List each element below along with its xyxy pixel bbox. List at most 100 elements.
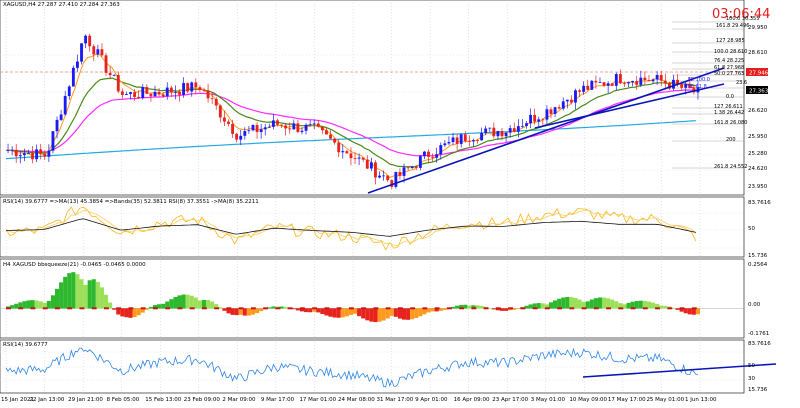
- x-tick-label: 2 Mar 09:00: [222, 397, 256, 403]
- bbsqueeze-bar: [173, 297, 177, 309]
- squeeze-dot: [18, 307, 23, 309]
- bbsqueeze-bar: [67, 273, 71, 308]
- candle-body: [178, 92, 181, 95]
- candle-body: [325, 130, 328, 134]
- candle-body: [476, 140, 479, 141]
- candle-body: [15, 150, 18, 156]
- bbsqueeze-bar: [177, 295, 181, 308]
- bbsqueeze-bar: [341, 308, 345, 317]
- squeeze-dot: [177, 307, 182, 309]
- candle-body: [656, 75, 659, 79]
- candle-body: [529, 115, 532, 123]
- bbsqueeze-bar: [14, 304, 18, 309]
- bbsqueeze-bar: [602, 298, 606, 309]
- candle-body: [280, 125, 283, 126]
- bbsqueeze-bar: [663, 306, 667, 309]
- bbsqueeze-bar: [235, 308, 239, 315]
- candle-body: [594, 81, 597, 83]
- candle-body: [452, 137, 455, 142]
- candle-body: [292, 123, 295, 129]
- candle-body: [639, 78, 642, 85]
- squeeze-dot: [300, 307, 305, 309]
- bbsqueeze-bar: [688, 308, 692, 314]
- rsi-tick: 30: [748, 376, 755, 382]
- bbsqueeze-bar: [598, 297, 602, 308]
- squeeze-dot: [79, 307, 84, 309]
- bbsqueeze-bar: [202, 300, 206, 309]
- candle-body: [439, 145, 442, 154]
- bbsqueeze-bar: [137, 308, 141, 315]
- squeeze-dot: [631, 307, 636, 309]
- candle-body: [513, 128, 516, 132]
- bbsqueeze-bar: [529, 304, 533, 308]
- candle-body: [11, 150, 14, 151]
- squeeze-dot: [349, 307, 354, 309]
- squeeze-dot: [410, 307, 415, 309]
- bbsqueeze-bar: [443, 308, 447, 310]
- bbsqueeze-bar: [676, 308, 680, 310]
- candle-body: [684, 84, 687, 88]
- current-price-label: 27.363: [749, 89, 769, 95]
- rsi-ma-axis: 83.7616 50 15.736: [748, 200, 771, 259]
- candle-body: [590, 81, 593, 90]
- panel-frame: [0, 0, 744, 393]
- bbsqueeze-bar: [594, 298, 598, 308]
- candle-body: [333, 139, 336, 143]
- candle-body: [545, 109, 548, 119]
- candle-body: [117, 75, 120, 91]
- candle-body: [505, 133, 508, 137]
- candle-body: [247, 130, 250, 131]
- bbsqueeze-bar: [541, 303, 545, 308]
- x-tick-label: 15 Feb 13:00: [145, 397, 182, 403]
- squeeze-dot: [337, 307, 342, 309]
- candle-body: [211, 98, 214, 99]
- candle-body: [39, 149, 42, 153]
- squeeze-dot: [496, 307, 501, 309]
- candle-body: [411, 166, 414, 168]
- candle-body: [182, 83, 185, 95]
- candle-body: [215, 99, 218, 106]
- candle-body: [492, 128, 495, 136]
- x-tick-label: 8 Feb 05:00: [107, 397, 140, 403]
- squeeze-dot: [92, 307, 97, 309]
- bbsqueeze-bar: [120, 308, 124, 316]
- bbsqueeze-bar: [194, 298, 198, 309]
- candle-body: [521, 126, 524, 127]
- squeeze-dot: [545, 307, 550, 309]
- candle-body: [468, 141, 471, 142]
- candle-body: [27, 153, 30, 154]
- candle-body: [68, 87, 71, 97]
- candle-body: [60, 114, 63, 119]
- candle-body: [72, 68, 75, 87]
- bbsqueeze-bar: [590, 299, 594, 308]
- bbsqueeze-bar: [79, 279, 83, 308]
- candle-body: [525, 123, 528, 126]
- squeeze-dot: [447, 307, 452, 309]
- candle-body: [435, 154, 438, 158]
- candle-body: [329, 134, 332, 138]
- candle-body: [288, 128, 291, 129]
- squeeze-dot: [226, 307, 231, 309]
- bbsqueeze-bar: [373, 308, 377, 322]
- squeeze-dot: [214, 307, 219, 309]
- bbsqueeze-bar: [398, 308, 402, 318]
- candle-body: [615, 74, 618, 86]
- x-tick-label: 9 Mar 17:00: [261, 397, 295, 403]
- rsi-header: RSI(14) 39.6777: [3, 342, 48, 348]
- x-tick-label: 25 May 01:00: [646, 397, 684, 403]
- candle-body: [84, 36, 87, 44]
- bbsqueeze-bar: [190, 296, 194, 309]
- bbsqueeze-bar: [75, 274, 79, 308]
- squeeze-dot: [484, 307, 489, 309]
- x-tick-label: 16 Apr 09:00: [454, 397, 490, 403]
- bbsqueeze-bar: [222, 308, 226, 310]
- rsi-ma-tick: 50: [748, 226, 755, 232]
- squeeze-dot: [606, 307, 611, 309]
- candle-body: [23, 153, 26, 155]
- candle-body: [350, 153, 353, 158]
- candle-body: [631, 81, 634, 82]
- bbsqueeze-bar: [39, 301, 43, 308]
- candle-body: [448, 142, 451, 143]
